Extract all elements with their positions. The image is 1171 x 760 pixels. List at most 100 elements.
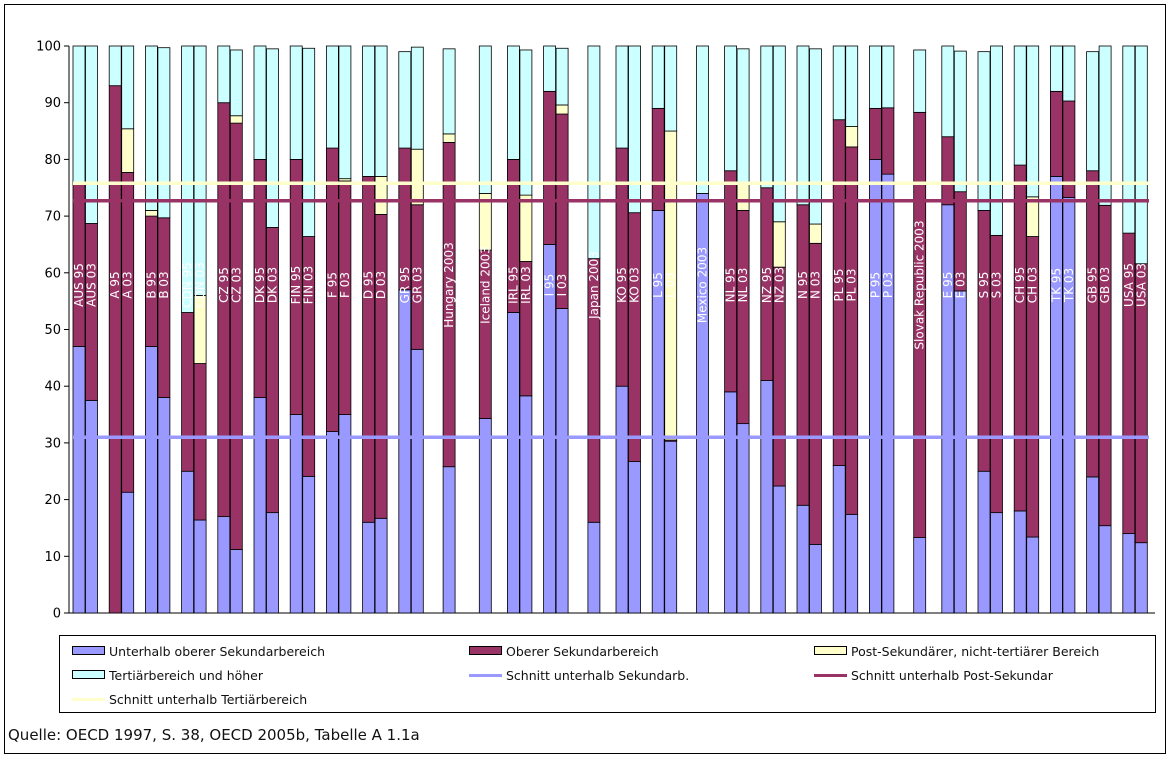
bar-segment-tert	[651, 45, 665, 109]
bar-segment-tert	[85, 45, 98, 224]
legend-label-avg-post: Schnitt unterhalb Post-Sekundar	[851, 668, 1053, 683]
bar-segment-unter	[736, 423, 750, 614]
bar-segment-unter	[990, 512, 1003, 614]
bar-segment-tert	[869, 45, 882, 109]
bar-segment-unter	[913, 537, 927, 614]
bar-label: A 95	[108, 271, 122, 298]
bar-segment-tert	[506, 45, 520, 160]
bar-segment-tert	[1013, 45, 1027, 166]
bar-label: IRL 95	[506, 266, 520, 304]
bar-segment-sek	[374, 213, 388, 519]
bar-segment-post	[1026, 196, 1040, 237]
bar-label: N 95	[796, 271, 810, 299]
bar-segment-sek	[977, 210, 991, 472]
bar-segment-tert	[1098, 45, 1112, 206]
bar-label: F 95	[325, 272, 339, 298]
bar-segment-unter	[506, 312, 520, 614]
bar-segment-unter	[1098, 525, 1112, 614]
bar-label: CZ 95	[217, 267, 231, 303]
bar-segment-unter	[519, 395, 533, 614]
bar-segment-unter	[1050, 176, 1063, 614]
bar-segment-post	[809, 223, 822, 244]
bar-segment-unter	[809, 543, 822, 614]
bar-segment-unter	[845, 513, 859, 614]
y-tick-label: 80	[44, 153, 61, 168]
bar-segment-tert	[587, 45, 601, 260]
bar-segment-tert	[809, 48, 822, 225]
bar-segment-unter	[1026, 536, 1040, 614]
bar-segment-unter	[144, 346, 158, 614]
bar-segment-tert	[736, 48, 750, 185]
bar-segment-sek	[881, 107, 895, 175]
bar-segment-sek	[157, 217, 171, 398]
bar-segment-tert	[325, 45, 339, 149]
legend-swatch-sek	[469, 646, 502, 655]
y-tick-label: 40	[44, 380, 61, 395]
bar-segment-unter	[253, 397, 267, 614]
legend-label-sek: Oberer Sekundarbereich	[506, 644, 659, 659]
bar-segment-tert	[941, 45, 955, 138]
bar-segment-tert	[1086, 51, 1099, 172]
bar-label: P 95	[868, 272, 882, 298]
bar-segment-unter	[1122, 533, 1136, 614]
bar-segment-tert	[253, 45, 267, 160]
bar-segment-tert	[181, 45, 195, 313]
bar-segment-post	[845, 126, 859, 148]
legend-label-post: Post-Sekundärer, nicht-tertiärer Bereich	[851, 644, 1100, 659]
bar-label: IRL 03	[519, 266, 533, 304]
y-tick-label: 90	[44, 96, 61, 111]
bar-label: FIN 95	[289, 266, 303, 305]
bar-segment-unter	[442, 466, 456, 614]
bar-segment-post	[736, 183, 750, 211]
bar-segment-unter	[772, 485, 786, 614]
bar-label: PL 95	[832, 268, 846, 301]
bar-label: GB 03	[1098, 267, 1112, 304]
bar-segment-unter	[881, 173, 895, 614]
bar-segment-sek	[543, 90, 556, 245]
bar-segment-tert	[845, 45, 859, 127]
bar-label: E 95	[941, 272, 955, 299]
bar-label: CDN 95	[181, 262, 195, 308]
legend: Unterhalb oberer Sekundarbereich Oberer …	[59, 635, 1156, 713]
bar-segment-post	[519, 194, 533, 262]
bar-segment-unter	[953, 290, 967, 614]
bar-label: GR 95	[398, 267, 412, 304]
bar-segment-tert	[977, 51, 991, 211]
bar-segment-tert	[121, 45, 135, 130]
bar-segment-tert	[478, 45, 492, 194]
legend-line-avg-post	[814, 674, 847, 677]
legend-swatch-unter	[72, 646, 105, 655]
bar-label: KO 03	[628, 267, 642, 303]
bar-label: GB 95	[1086, 267, 1100, 304]
bar-label: L 03	[664, 272, 678, 298]
legend-label-avg-unter: Schnitt unterhalb Sekundarb.	[506, 668, 690, 683]
bar-segment-sek	[229, 122, 243, 550]
bar-segment-tert	[913, 49, 927, 113]
bar-label: DK 03	[266, 267, 280, 303]
bar-segment-unter	[410, 348, 424, 614]
bar-label: AUS 03	[85, 263, 99, 307]
y-tick-label: 60	[44, 266, 61, 281]
y-tick-label: 20	[44, 493, 61, 508]
legend-line-avg-tert	[72, 698, 105, 701]
bar-segment-unter	[181, 470, 195, 614]
legend-label-avg-tert: Schnitt unterhalb Tertiärbereich	[109, 692, 308, 707]
bar-label: USA 03	[1134, 263, 1148, 307]
bar-label: I 03	[555, 274, 569, 297]
bar-label: D 03	[374, 271, 388, 299]
legend-line-avg-unter	[469, 674, 502, 677]
bar-segment-unter	[85, 399, 98, 614]
bar-segment-tert	[664, 45, 678, 132]
bar-segment-tert	[217, 45, 231, 104]
bar-segment-tert	[1062, 45, 1076, 102]
bar-segment-unter	[289, 414, 303, 614]
bar-segment-unter	[651, 210, 665, 614]
bar-segment-tert	[796, 45, 810, 206]
bar-segment-tert	[953, 50, 967, 193]
bar-label: P 03	[881, 272, 895, 298]
bar-segment-unter	[555, 308, 569, 614]
bar-segment-tert	[338, 45, 352, 180]
bar-label: Japan 2003	[587, 251, 601, 320]
bar-segment-unter	[478, 418, 492, 614]
